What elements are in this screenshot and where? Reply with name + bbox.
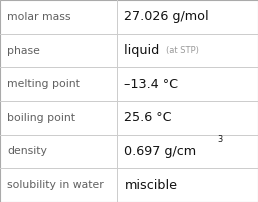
- Text: 25.6 °C: 25.6 °C: [124, 111, 172, 124]
- Text: melting point: melting point: [7, 79, 80, 89]
- Text: 0.697 g/cm: 0.697 g/cm: [124, 145, 197, 158]
- Text: phase: phase: [7, 45, 40, 56]
- Text: miscible: miscible: [124, 179, 178, 192]
- Text: liquid: liquid: [124, 44, 168, 57]
- Text: (at STP): (at STP): [166, 46, 199, 55]
- Text: molar mass: molar mass: [7, 12, 70, 22]
- Text: solubility in water: solubility in water: [7, 180, 104, 190]
- Text: 27.026 g/mol: 27.026 g/mol: [124, 10, 209, 23]
- Text: density: density: [7, 146, 47, 157]
- Text: 3: 3: [217, 135, 223, 144]
- Text: boiling point: boiling point: [7, 113, 75, 123]
- Text: –13.4 °C: –13.4 °C: [124, 78, 179, 91]
